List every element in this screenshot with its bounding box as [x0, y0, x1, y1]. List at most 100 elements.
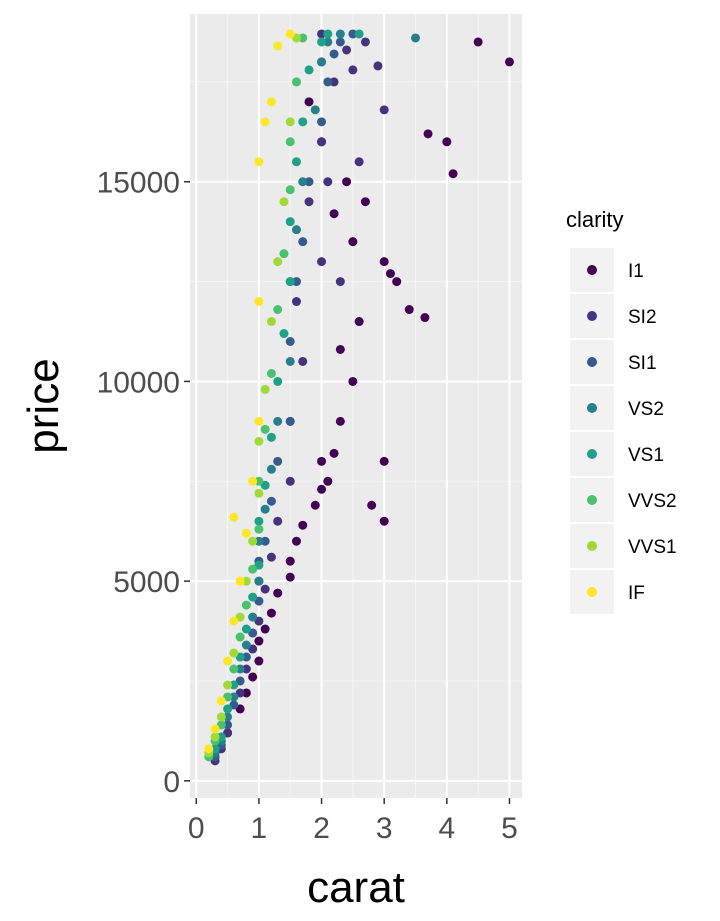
y-axis: 0 5000 10000 15000 [97, 167, 190, 799]
data-point [354, 29, 364, 39]
data-point [279, 329, 289, 339]
major-gridlines [190, 14, 522, 798]
legend-label: VVS2 [628, 491, 677, 512]
data-point [404, 305, 414, 315]
data-point [317, 37, 327, 47]
data-point [204, 744, 214, 754]
data-point [304, 197, 314, 207]
data-point [317, 57, 327, 67]
data-point [442, 137, 452, 147]
data-point [317, 484, 327, 494]
data-point [235, 576, 245, 586]
legend-label: VS1 [628, 445, 664, 466]
data-point [254, 416, 264, 426]
data-point [285, 117, 295, 127]
data-point [248, 612, 258, 622]
data-point [223, 704, 233, 714]
data-point [317, 456, 327, 466]
data-point [411, 33, 421, 43]
data-point [266, 496, 276, 506]
data-point [266, 317, 276, 327]
data-point [298, 33, 308, 43]
data-point [335, 37, 345, 47]
legend-keys: I1 SI2 SI1 VS2 VS1 VVS2 VVS1 IF [570, 248, 677, 614]
data-point [216, 712, 226, 722]
data-point [285, 356, 295, 366]
data-point [348, 376, 358, 386]
data-point [229, 648, 239, 658]
data-point [348, 29, 358, 39]
data-point [285, 556, 295, 566]
data-point [323, 29, 333, 39]
data-point [241, 652, 251, 662]
x-tick-label: 3 [376, 812, 393, 845]
data-point [285, 416, 295, 426]
data-point [241, 640, 251, 650]
data-point [392, 277, 402, 287]
data-point [360, 197, 370, 207]
data-point [260, 624, 270, 634]
data-point [260, 384, 270, 394]
data-point [223, 712, 233, 722]
data-point [329, 77, 339, 87]
data-point [235, 632, 245, 642]
data-point [335, 344, 345, 354]
data-point [335, 416, 345, 426]
data-point [210, 732, 220, 742]
data-point [291, 297, 301, 307]
data-point [304, 65, 314, 75]
data-point [317, 257, 327, 267]
data-point [304, 177, 314, 187]
data-point [254, 436, 264, 446]
data-point [317, 117, 327, 127]
data-point [285, 277, 295, 287]
data-point [285, 476, 295, 486]
data-point [473, 37, 483, 47]
data-point [379, 105, 389, 115]
data-point [285, 185, 295, 195]
data-point [266, 464, 276, 474]
data-point [298, 237, 308, 247]
data-point [285, 29, 295, 39]
data-point [329, 448, 339, 458]
data-point [210, 724, 220, 734]
data-point [279, 249, 289, 259]
data-point [273, 257, 283, 267]
data-point [223, 680, 233, 690]
x-tick-label: 5 [501, 812, 518, 845]
data-point [323, 177, 333, 187]
x-tick-label: 0 [188, 812, 205, 845]
y-tick-label: 10000 [97, 366, 180, 399]
data-point [379, 516, 389, 526]
legend-label: I1 [628, 261, 644, 282]
x-tick-label: 4 [438, 812, 455, 845]
data-point [329, 209, 339, 219]
data-point [254, 656, 264, 666]
data-point [310, 105, 320, 115]
data-point [260, 424, 270, 434]
data-point [420, 313, 430, 323]
legend-label: SI1 [628, 353, 657, 374]
data-point [304, 97, 314, 107]
x-axis-title: carat [307, 863, 405, 912]
data-point [285, 217, 295, 227]
data-point [317, 29, 327, 39]
legend-swatch [587, 311, 597, 321]
data-point [279, 197, 289, 207]
data-point [260, 536, 270, 546]
data-point [241, 688, 251, 698]
data-point [285, 336, 295, 346]
data-point [216, 696, 226, 706]
data-point [273, 376, 283, 386]
data-point [348, 237, 358, 247]
data-point [367, 500, 377, 510]
data-point [248, 476, 258, 486]
data-point [385, 269, 395, 279]
data-point [273, 41, 283, 51]
data-point [342, 177, 352, 187]
data-point [241, 576, 251, 586]
legend-swatch [587, 587, 597, 597]
data-point [248, 592, 258, 602]
data-point [423, 129, 433, 139]
data-point [229, 692, 239, 702]
